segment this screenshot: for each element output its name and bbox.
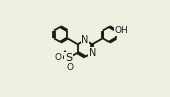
Text: O: O (66, 63, 73, 72)
Text: N: N (81, 35, 89, 45)
Text: S: S (65, 53, 72, 63)
Text: OH: OH (115, 26, 128, 35)
Text: N: N (89, 48, 96, 58)
Text: O: O (55, 53, 62, 62)
